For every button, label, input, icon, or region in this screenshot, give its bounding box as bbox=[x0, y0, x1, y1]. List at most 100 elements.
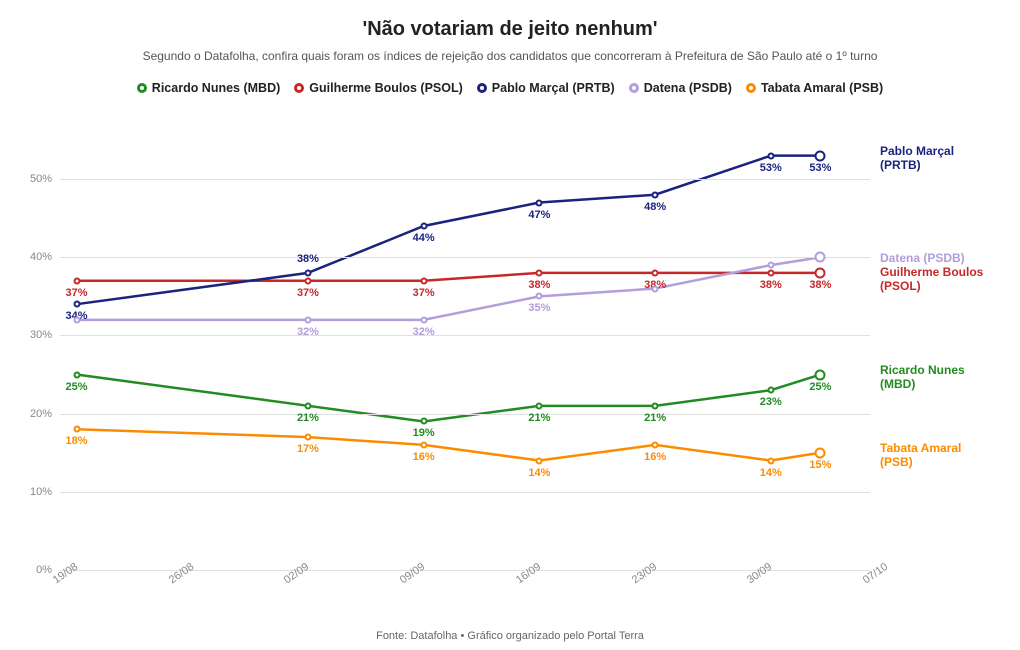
point-label: 35% bbox=[528, 302, 550, 314]
legend-swatch-icon bbox=[629, 83, 639, 93]
point-label: 53% bbox=[760, 162, 782, 174]
data-point bbox=[815, 150, 826, 161]
point-label: 37% bbox=[66, 287, 88, 299]
legend-item: Ricardo Nunes (MBD) bbox=[137, 81, 280, 95]
series-end-label: Pablo Marçal(PRTB) bbox=[880, 144, 954, 173]
series-end-label: Ricardo Nunes(MBD) bbox=[880, 363, 965, 392]
data-point bbox=[815, 447, 826, 458]
gridline bbox=[60, 257, 870, 258]
data-point bbox=[420, 316, 427, 323]
point-label: 16% bbox=[644, 451, 666, 463]
point-label: 37% bbox=[297, 287, 319, 299]
point-label: 53% bbox=[809, 162, 831, 174]
point-label: 14% bbox=[760, 467, 782, 479]
data-point bbox=[536, 293, 543, 300]
point-label: 32% bbox=[413, 326, 435, 338]
y-axis-label: 30% bbox=[30, 329, 60, 341]
point-label: 32% bbox=[297, 326, 319, 338]
y-axis-label: 20% bbox=[30, 408, 60, 420]
series-end-label: Guilherme Boulos(PSOL) bbox=[880, 265, 983, 294]
chart-subtitle: Segundo o Datafolha, confira quais foram… bbox=[0, 41, 1020, 63]
point-label: 21% bbox=[297, 412, 319, 424]
data-point bbox=[815, 252, 826, 263]
data-point bbox=[652, 402, 659, 409]
legend-label: Guilherme Boulos (PSOL) bbox=[309, 81, 463, 95]
legend-label: Datena (PSDB) bbox=[644, 81, 732, 95]
data-point bbox=[815, 267, 826, 278]
legend-swatch-icon bbox=[746, 83, 756, 93]
series-line bbox=[77, 429, 821, 460]
point-label: 23% bbox=[760, 396, 782, 408]
data-point bbox=[304, 277, 311, 284]
legend-label: Tabata Amaral (PSB) bbox=[761, 81, 883, 95]
point-label: 17% bbox=[297, 443, 319, 455]
legend-item: Tabata Amaral (PSB) bbox=[746, 81, 883, 95]
data-point bbox=[652, 285, 659, 292]
point-label: 38% bbox=[297, 253, 319, 265]
point-label: 48% bbox=[644, 201, 666, 213]
data-point bbox=[420, 441, 427, 448]
plot-area: 0%10%20%30%40%50%19/0826/0802/0909/0916/… bbox=[60, 140, 870, 570]
point-label: 25% bbox=[809, 381, 831, 393]
data-point bbox=[536, 402, 543, 409]
legend-swatch-icon bbox=[137, 83, 147, 93]
point-label: 38% bbox=[809, 279, 831, 291]
point-label: 15% bbox=[809, 459, 831, 471]
data-point bbox=[304, 269, 311, 276]
gridline bbox=[60, 414, 870, 415]
point-label: 38% bbox=[760, 279, 782, 291]
point-label: 21% bbox=[644, 412, 666, 424]
series-end-label: Datena (PSDB) bbox=[880, 251, 965, 265]
legend-swatch-icon bbox=[294, 83, 304, 93]
data-point bbox=[767, 152, 774, 159]
point-label: 38% bbox=[528, 279, 550, 291]
chart-container: 'Não votariam de jeito nenhum' Segundo o… bbox=[0, 0, 1020, 650]
gridline bbox=[60, 179, 870, 180]
y-axis-label: 40% bbox=[30, 251, 60, 263]
data-point bbox=[420, 277, 427, 284]
point-label: 37% bbox=[413, 287, 435, 299]
data-point bbox=[304, 316, 311, 323]
data-point bbox=[767, 269, 774, 276]
point-label: 21% bbox=[528, 412, 550, 424]
point-label: 44% bbox=[413, 232, 435, 244]
data-point bbox=[767, 387, 774, 394]
data-point bbox=[767, 457, 774, 464]
point-label: 14% bbox=[528, 467, 550, 479]
point-label: 47% bbox=[528, 209, 550, 221]
data-point bbox=[652, 441, 659, 448]
chart-title: 'Não votariam de jeito nenhum' bbox=[0, 0, 1020, 41]
legend: Ricardo Nunes (MBD) Guilherme Boulos (PSO… bbox=[0, 63, 1020, 95]
data-point bbox=[304, 434, 311, 441]
data-point bbox=[536, 269, 543, 276]
legend-label: Ricardo Nunes (MBD) bbox=[152, 81, 280, 95]
data-point bbox=[73, 426, 80, 433]
gridline bbox=[60, 492, 870, 493]
line-layer bbox=[60, 140, 870, 570]
data-point bbox=[73, 316, 80, 323]
data-point bbox=[652, 191, 659, 198]
legend-item: Datena (PSDB) bbox=[629, 81, 732, 95]
y-axis-label: 10% bbox=[30, 486, 60, 498]
data-point bbox=[73, 301, 80, 308]
point-label: 19% bbox=[413, 427, 435, 439]
data-point bbox=[536, 199, 543, 206]
data-point bbox=[420, 418, 427, 425]
y-axis-label: 50% bbox=[30, 173, 60, 185]
data-point bbox=[73, 371, 80, 378]
point-label: 18% bbox=[66, 435, 88, 447]
legend-item: Pablo Marçal (PRTB) bbox=[477, 81, 615, 95]
data-point bbox=[536, 457, 543, 464]
data-point bbox=[73, 277, 80, 284]
chart-footer: Fonte: Datafolha • Gráfico organizado pe… bbox=[0, 630, 1020, 642]
legend-swatch-icon bbox=[477, 83, 487, 93]
gridline bbox=[60, 335, 870, 336]
data-point bbox=[304, 402, 311, 409]
point-label: 16% bbox=[413, 451, 435, 463]
data-point bbox=[652, 269, 659, 276]
point-label: 25% bbox=[66, 381, 88, 393]
data-point bbox=[767, 262, 774, 269]
data-point bbox=[815, 369, 826, 380]
legend-item: Guilherme Boulos (PSOL) bbox=[294, 81, 463, 95]
series-end-label: Tabata Amaral(PSB) bbox=[880, 441, 961, 470]
